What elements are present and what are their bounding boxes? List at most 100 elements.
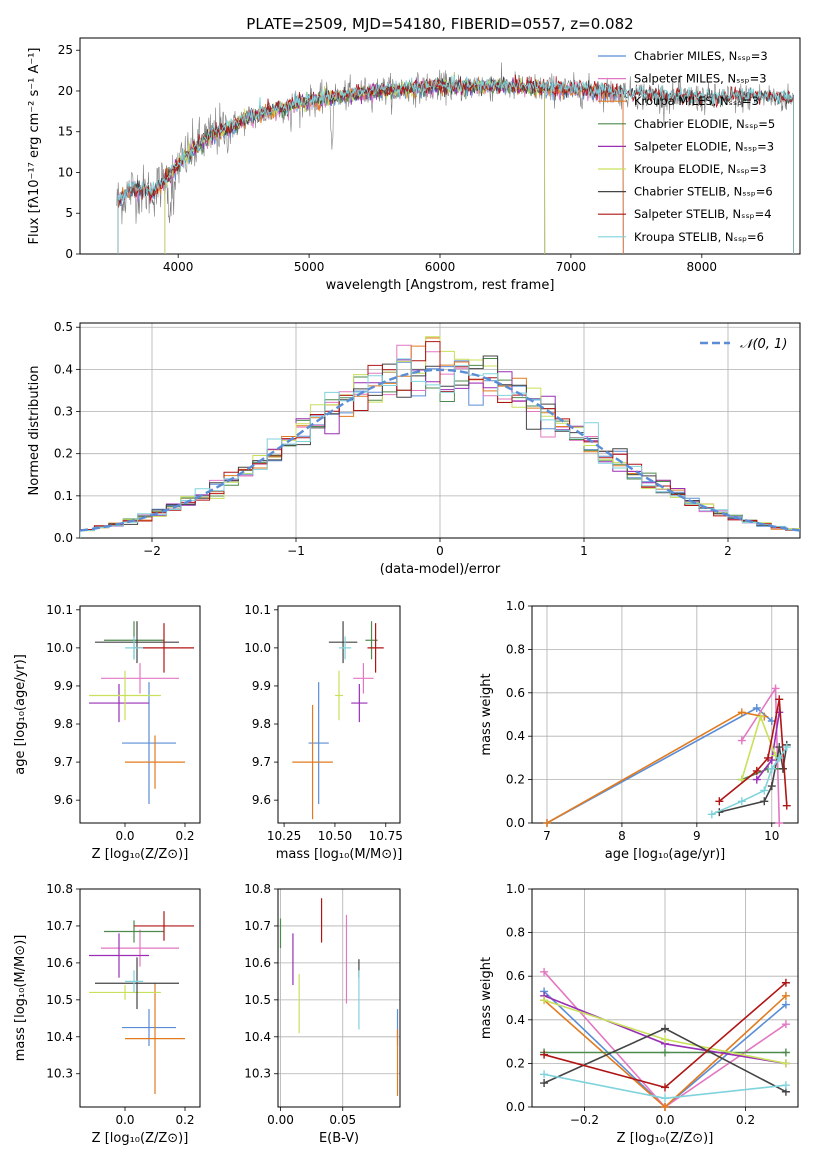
y-tick-label: 9.6 bbox=[54, 793, 73, 807]
x-tick-label: 8 bbox=[618, 829, 626, 843]
plus-marker bbox=[781, 978, 790, 987]
y-tick-label: 10.3 bbox=[46, 1067, 73, 1081]
y-tick-label: 0.5 bbox=[54, 320, 73, 334]
errorbar-point bbox=[125, 735, 185, 789]
y-tick-label: 0.2 bbox=[506, 1056, 525, 1070]
errorbar-point bbox=[351, 684, 368, 723]
spectrum-axes: 4000 5000 6000 7000 8000 0 5 10 15 20 25 wavelength… bbox=[27, 37, 801, 293]
plus-marker bbox=[767, 782, 776, 791]
x-tick-label: 0.00 bbox=[267, 1113, 294, 1127]
y-tick-label: 0.0 bbox=[506, 1100, 525, 1114]
x-tick-label: 0.2 bbox=[736, 1113, 755, 1127]
plus-marker bbox=[540, 1070, 549, 1079]
y-tick-label: 0.6 bbox=[506, 969, 525, 983]
errorbar-point bbox=[101, 663, 179, 694]
x-axis-label: Z [log₁₀(Z/Z⊙)] bbox=[92, 1131, 189, 1146]
x-tick-label: 0.2 bbox=[175, 829, 194, 843]
x-tick-label: −2 bbox=[143, 544, 161, 558]
x-tick-label: 10 bbox=[764, 829, 779, 843]
plus-marker bbox=[542, 819, 551, 827]
spectrum-legend: Chabrier MILES, Nₛₛₚ=3 Salpeter MILES, Nₛ… bbox=[598, 49, 775, 244]
legend-entry: Kroupa ELODIE, Nₛₛₚ=3 bbox=[634, 162, 767, 176]
y-tick-label: 10.4 bbox=[46, 1030, 73, 1044]
x-tick-label: 9 bbox=[693, 829, 701, 843]
plus-marker bbox=[707, 810, 716, 819]
y-tick-label: 10.3 bbox=[244, 1067, 271, 1081]
y-tick-label: 0.8 bbox=[506, 642, 525, 656]
errorbar-point bbox=[353, 663, 374, 694]
mass-vs-ebv-axes: 0.00 0.05 10.3 10.4 10.5 10.6 10.7 10.8 E(B-V) bbox=[244, 882, 401, 1146]
y-tick-label: 10 bbox=[58, 165, 73, 179]
x-tick-label: −0.2 bbox=[570, 1113, 599, 1127]
y-axis-label: mass [log₁₀(M/M⊙)] bbox=[13, 935, 28, 1062]
y-tick-label: 0.2 bbox=[54, 447, 73, 461]
plus-marker bbox=[661, 1048, 669, 1057]
plus-marker bbox=[782, 801, 791, 810]
age-vs-mass-frame bbox=[277, 605, 401, 824]
errorbar-point bbox=[89, 684, 149, 723]
y-tick-label: 10.8 bbox=[46, 882, 73, 896]
residual-histogram-frame bbox=[79, 322, 801, 539]
plus-marker bbox=[715, 797, 724, 806]
plus-marker bbox=[775, 819, 784, 827]
plus-marker bbox=[752, 775, 761, 784]
errorbar-point bbox=[339, 636, 352, 660]
spectrum-frame bbox=[79, 37, 801, 255]
y-tick-label: 10.0 bbox=[244, 641, 271, 655]
age-vs-Z-frame bbox=[79, 605, 201, 824]
errorbar-point bbox=[328, 621, 358, 664]
y-tick-label: 10.8 bbox=[244, 882, 271, 896]
errorbar-point bbox=[292, 704, 333, 820]
legend-entry: Chabrier STELIB, Nₛₛₚ=6 bbox=[634, 185, 773, 199]
plus-marker bbox=[737, 736, 746, 745]
normal-curve bbox=[80, 368, 800, 532]
weight-vs-age-axes: 7 8 9 10 0.0 0.2 0.4 0.6 0.8 1.0 age [log₁₀(age/yr… bbox=[479, 599, 799, 862]
y-tick-label: 0 bbox=[65, 247, 73, 261]
figure-title: PLATE=2509, MJD=54180, FIBERID=0557, z=0… bbox=[246, 15, 633, 33]
plus-marker bbox=[540, 1079, 549, 1088]
errorbar-point bbox=[125, 983, 185, 1095]
x-axis-label: E(B-V) bbox=[319, 1131, 359, 1146]
x-tick-label: 8000 bbox=[687, 260, 718, 274]
y-tick-label: 9.9 bbox=[252, 679, 271, 693]
y-tick-label: 9.7 bbox=[54, 755, 73, 769]
weight-line-chabrier-miles bbox=[543, 990, 787, 1107]
age-vs-mass-axes: 10.25 10.50 10.75 9.6 9.7 9.8 9.9 10.0 10.1 mass … bbox=[244, 603, 403, 862]
plus-marker bbox=[540, 967, 549, 976]
y-tick-label: 10.5 bbox=[244, 993, 271, 1007]
errorbar-point bbox=[101, 929, 179, 967]
y-tick-label: 0.3 bbox=[54, 405, 73, 419]
x-axis-label: age [log₁₀(age/yr)] bbox=[605, 847, 726, 862]
y-tick-label: 10.1 bbox=[46, 603, 73, 617]
x-tick-label: 6000 bbox=[425, 260, 456, 274]
age-vs-Z-axes: 0.0 0.2 9.6 9.7 9.8 9.9 10.0 10.1 Z [log₁₀(Z/Z⊙)… bbox=[13, 603, 201, 862]
x-tick-label: 2 bbox=[724, 544, 732, 558]
legend-entry: Kroupa MILES, Nₛₛₚ=3 bbox=[634, 94, 759, 108]
mass-vs-Z-frame bbox=[79, 888, 201, 1108]
x-axis-label: mass [log₁₀(M/M⊙)] bbox=[276, 847, 403, 862]
plus-marker bbox=[760, 786, 769, 795]
plus-marker bbox=[781, 1000, 790, 1009]
spectrum-model-chabrier-stelib bbox=[117, 76, 794, 254]
x-axis-label: Z [log₁₀(Z/Z⊙)] bbox=[92, 847, 189, 862]
x-tick-label: 5000 bbox=[294, 260, 325, 274]
y-tick-label: 10.7 bbox=[244, 919, 271, 933]
errorbar-point bbox=[89, 670, 161, 721]
legend-entry: 𝒩(0, 1) bbox=[740, 337, 787, 352]
x-axis-label: wavelength [Angstrom, rest frame] bbox=[326, 278, 555, 293]
errorbar-point bbox=[89, 985, 161, 1000]
errorbar-point bbox=[308, 682, 329, 804]
y-tick-label: 10.0 bbox=[46, 641, 73, 655]
plus-marker bbox=[661, 1094, 669, 1103]
y-axis-label: age [log₁₀(age/yr)] bbox=[13, 654, 28, 775]
y-tick-label: 20 bbox=[58, 84, 73, 98]
spectrum-model-kroupa-stelib bbox=[117, 74, 794, 254]
plus-marker bbox=[781, 1020, 790, 1029]
y-tick-label: 15 bbox=[58, 125, 73, 139]
plus-marker bbox=[767, 764, 776, 773]
x-tick-label: 0 bbox=[436, 544, 444, 558]
plus-marker bbox=[781, 991, 790, 1000]
y-tick-label: 25 bbox=[58, 43, 73, 57]
plus-marker bbox=[781, 1081, 790, 1090]
